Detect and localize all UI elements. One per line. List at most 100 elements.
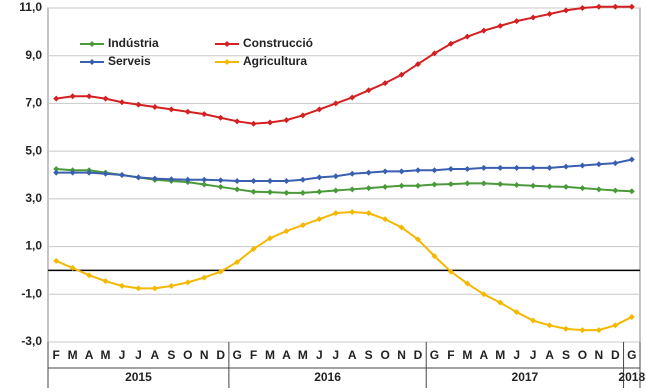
legend-label: Indústria bbox=[108, 36, 159, 50]
x-tick-label: M bbox=[265, 348, 275, 362]
point-marker bbox=[316, 106, 323, 113]
point-marker bbox=[480, 164, 487, 171]
point-marker bbox=[135, 101, 142, 108]
point-marker bbox=[102, 278, 109, 285]
y-tick-label: 1,0 bbox=[25, 239, 42, 253]
point-marker bbox=[595, 3, 602, 10]
point-marker bbox=[365, 169, 372, 176]
point-marker bbox=[546, 164, 553, 171]
point-marker bbox=[349, 94, 356, 101]
point-marker bbox=[151, 104, 158, 111]
point-marker bbox=[234, 118, 241, 125]
point-marker bbox=[299, 222, 306, 229]
point-marker bbox=[86, 169, 93, 176]
legend-marker bbox=[89, 59, 95, 65]
point-marker bbox=[53, 257, 60, 264]
x-tick-label: O bbox=[380, 348, 389, 362]
point-marker bbox=[415, 167, 421, 174]
point-marker bbox=[234, 259, 241, 266]
point-marker bbox=[217, 183, 224, 190]
point-marker bbox=[513, 18, 520, 25]
point-marker bbox=[628, 3, 635, 10]
point-marker bbox=[119, 99, 125, 106]
point-marker bbox=[398, 224, 405, 231]
point-marker bbox=[530, 164, 537, 171]
x-tick-label: N bbox=[595, 348, 604, 362]
point-marker bbox=[431, 181, 438, 188]
point-marker bbox=[267, 235, 273, 242]
x-tick-label: A bbox=[85, 348, 94, 362]
point-marker bbox=[612, 187, 619, 194]
x-tick-label: O bbox=[183, 348, 192, 362]
point-marker bbox=[546, 10, 553, 17]
point-marker bbox=[365, 210, 372, 217]
point-marker bbox=[316, 216, 323, 223]
series-line bbox=[56, 5, 632, 125]
point-marker bbox=[447, 166, 454, 173]
point-marker bbox=[283, 228, 290, 235]
point-marker bbox=[53, 166, 60, 173]
legend-label: Agricultura bbox=[243, 54, 307, 68]
point-marker bbox=[595, 327, 602, 334]
point-marker bbox=[431, 50, 438, 57]
x-tick-label: A bbox=[348, 348, 357, 362]
point-marker bbox=[513, 182, 520, 189]
x-tick-label: S bbox=[562, 348, 570, 362]
x-tick-label: A bbox=[479, 348, 488, 362]
series-line bbox=[56, 158, 632, 182]
point-marker bbox=[168, 176, 175, 183]
point-marker bbox=[234, 186, 241, 193]
point-marker bbox=[168, 106, 175, 113]
point-marker bbox=[201, 181, 208, 188]
point-marker bbox=[595, 161, 602, 168]
year-label: 2017 bbox=[512, 370, 539, 384]
point-marker bbox=[415, 236, 421, 243]
point-marker bbox=[612, 3, 619, 10]
point-marker bbox=[69, 93, 76, 100]
x-tick-label: F bbox=[447, 348, 454, 362]
x-tick-label: M bbox=[101, 348, 111, 362]
x-tick-label: M bbox=[298, 348, 308, 362]
point-marker bbox=[184, 108, 191, 115]
x-tick-label: M bbox=[462, 348, 472, 362]
point-marker bbox=[382, 216, 389, 223]
legend-marker bbox=[89, 41, 95, 47]
legend-label: Construcció bbox=[243, 36, 313, 50]
point-marker bbox=[530, 14, 537, 21]
point-marker bbox=[201, 111, 208, 118]
point-marker bbox=[250, 188, 257, 195]
x-tick-label: F bbox=[250, 348, 257, 362]
point-marker bbox=[480, 180, 487, 187]
point-marker bbox=[612, 322, 619, 329]
point-marker bbox=[299, 112, 306, 119]
point-marker bbox=[530, 317, 537, 324]
point-marker bbox=[546, 322, 553, 329]
point-marker bbox=[497, 22, 504, 29]
point-marker bbox=[316, 174, 323, 181]
point-marker bbox=[349, 208, 356, 215]
x-tick-label: D bbox=[216, 348, 225, 362]
point-marker bbox=[283, 177, 290, 184]
point-marker bbox=[316, 188, 323, 195]
point-marker bbox=[563, 163, 569, 170]
x-tick-label: J bbox=[135, 348, 142, 362]
point-marker bbox=[464, 280, 471, 287]
year-label: 2018 bbox=[618, 370, 645, 384]
point-marker bbox=[595, 186, 602, 193]
series-line bbox=[56, 168, 632, 194]
point-marker bbox=[563, 7, 569, 14]
x-tick-label: S bbox=[167, 348, 175, 362]
x-tick-label: A bbox=[282, 348, 291, 362]
point-marker bbox=[398, 168, 405, 175]
y-tick-label: -1,0 bbox=[21, 286, 42, 300]
x-tick-label: M bbox=[68, 348, 78, 362]
x-tick-label: D bbox=[414, 348, 423, 362]
point-marker bbox=[151, 175, 158, 182]
point-marker bbox=[382, 183, 389, 190]
point-marker bbox=[86, 93, 93, 100]
point-marker bbox=[267, 119, 273, 126]
point-marker bbox=[382, 168, 389, 175]
point-marker bbox=[332, 187, 339, 194]
point-marker bbox=[447, 268, 454, 275]
